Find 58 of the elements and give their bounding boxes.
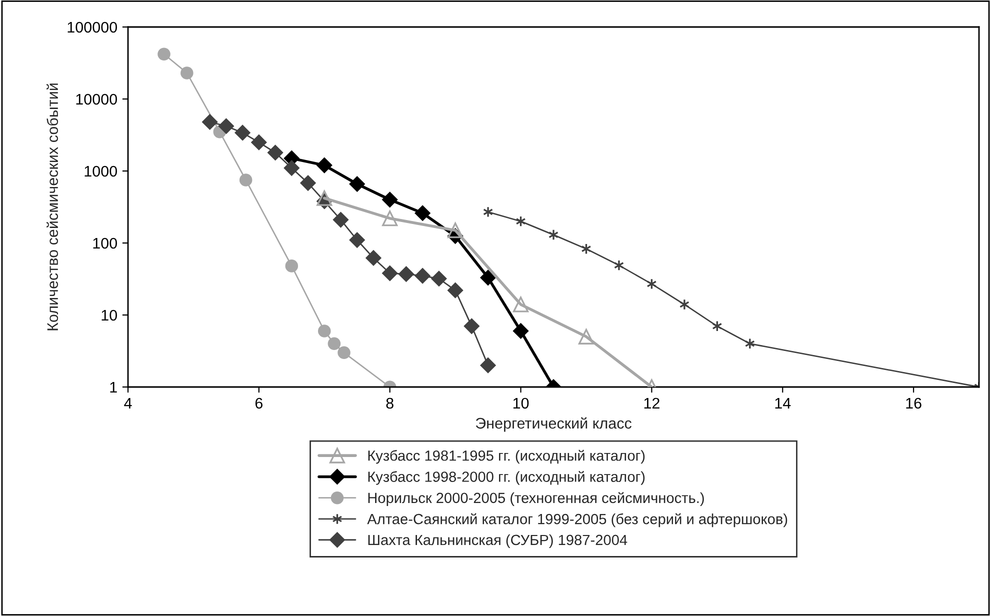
point — [158, 48, 170, 61]
point — [414, 205, 430, 221]
legend-label: Алтае-Саянский каталог 1999-2005 (без серий и афтершоков) — [367, 513, 788, 528]
point — [366, 250, 382, 266]
x-axis-title: Энергетический класс — [476, 417, 632, 432]
point — [251, 134, 267, 150]
point — [448, 282, 464, 298]
point — [285, 260, 298, 272]
point — [234, 125, 250, 140]
legend-label: Кузбасс 1998-2000 гг. (исходный каталог) — [368, 470, 645, 485]
y-axis-title: Количество сейсмических событий — [46, 84, 58, 330]
point — [448, 222, 464, 238]
point — [300, 175, 316, 191]
point — [268, 144, 283, 160]
point — [202, 114, 218, 130]
x-tick-label: 4 — [124, 398, 132, 408]
x-tick-label: 12 — [644, 398, 660, 408]
point — [239, 174, 252, 186]
point — [382, 210, 398, 226]
point — [548, 229, 559, 240]
y-tick-label: 10000 — [76, 94, 117, 105]
point — [414, 268, 430, 284]
point — [318, 324, 331, 338]
x-tick-label: 6 — [255, 398, 262, 409]
point — [316, 190, 332, 206]
y-tick-label: 100000 — [68, 22, 117, 33]
point — [513, 323, 528, 339]
x-tick-label: 14 — [775, 398, 791, 408]
y-tick-label: 1000 — [84, 166, 117, 177]
x-tick-label: 8 — [386, 398, 394, 409]
point — [349, 176, 365, 192]
point — [512, 296, 529, 312]
point — [333, 212, 348, 228]
legend-label: Шахта Кальнинская (СУБР) 1987-2004 — [368, 534, 628, 548]
point — [316, 158, 332, 174]
point — [464, 318, 480, 334]
point — [480, 270, 496, 286]
point — [284, 160, 300, 176]
point — [382, 192, 398, 208]
point — [338, 346, 350, 360]
y-tick-label: 100 — [93, 238, 117, 249]
point — [328, 337, 341, 350]
point — [482, 206, 494, 218]
x-tick-label: 10 — [513, 398, 529, 409]
legend-label: Норильск 2000-2005 (техногенная сейсмичность.) — [368, 492, 704, 506]
x-tick-label: 16 — [906, 398, 922, 409]
point — [431, 270, 447, 286]
point — [679, 298, 690, 310]
point — [218, 118, 234, 134]
y-tick-label: 10 — [102, 310, 117, 321]
point — [349, 232, 365, 248]
point — [398, 266, 414, 282]
point — [382, 266, 398, 281]
point — [480, 358, 496, 374]
point — [578, 328, 594, 344]
legend-label: Кузбасс 1981-1995 гг. (исходный каталог) — [368, 450, 645, 464]
point — [180, 66, 194, 80]
y-tick-label: 1 — [110, 382, 117, 393]
